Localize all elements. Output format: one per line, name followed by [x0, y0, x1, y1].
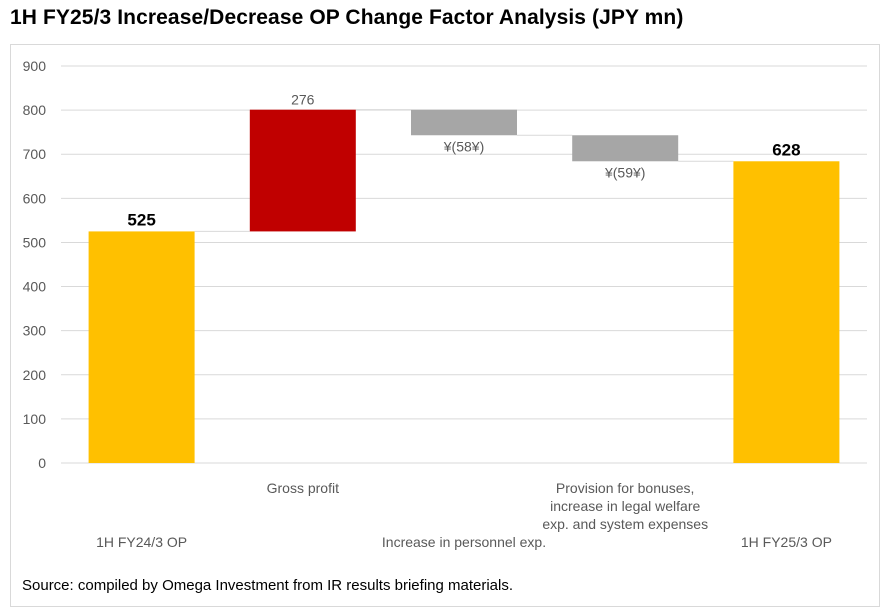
gridlines — [61, 65, 867, 464]
y-tick-label: 500 — [23, 234, 47, 250]
y-tick-label: 100 — [23, 411, 47, 427]
bar-total — [88, 231, 195, 463]
category-label: 1H FY24/3 OP — [96, 534, 187, 550]
y-tick-label: 0 — [38, 455, 46, 471]
y-tick-label: 600 — [23, 190, 47, 206]
category-label: Gross profit — [267, 480, 339, 496]
y-tick-label: 900 — [23, 58, 47, 74]
chart-title: 1H FY25/3 Increase/Decrease OP Change Fa… — [10, 6, 684, 29]
data-label: 628 — [772, 140, 800, 159]
y-tick-label: 700 — [23, 146, 47, 162]
data-labels: 525 276 ¥(58¥) ¥(59¥) 628 — [127, 92, 800, 230]
category-label: exp. and system expenses — [542, 516, 708, 532]
y-axis-ticks: 0 100 200 300 400 500 600 700 800 900 — [23, 58, 47, 471]
bar-decrease — [411, 109, 517, 136]
bars — [88, 109, 840, 463]
category-labels: 1H FY24/3 OP Gross profit Increase in pers… — [96, 480, 832, 550]
y-tick-label: 200 — [23, 367, 47, 383]
y-tick-label: 400 — [23, 279, 47, 295]
y-tick-label: 300 — [23, 323, 47, 339]
data-label: 525 — [127, 210, 155, 229]
bar-total — [733, 161, 840, 463]
y-tick-label: 800 — [23, 102, 47, 118]
bar-decrease — [572, 135, 679, 162]
chart-frame — [10, 44, 880, 607]
source-note: Source: compiled by Omega Investment fro… — [22, 577, 514, 594]
category-label: 1H FY25/3 OP — [741, 534, 832, 550]
bar-increase — [249, 109, 356, 232]
data-label: ¥(58¥) — [443, 138, 484, 154]
connector-lines — [194, 109, 734, 232]
category-label: Increase in personnel exp. — [382, 534, 546, 550]
category-label: Provision for bonuses, — [556, 480, 695, 496]
data-label: 276 — [291, 92, 315, 108]
data-label: ¥(59¥) — [604, 164, 645, 180]
category-label: increase in legal welfare — [550, 498, 700, 514]
